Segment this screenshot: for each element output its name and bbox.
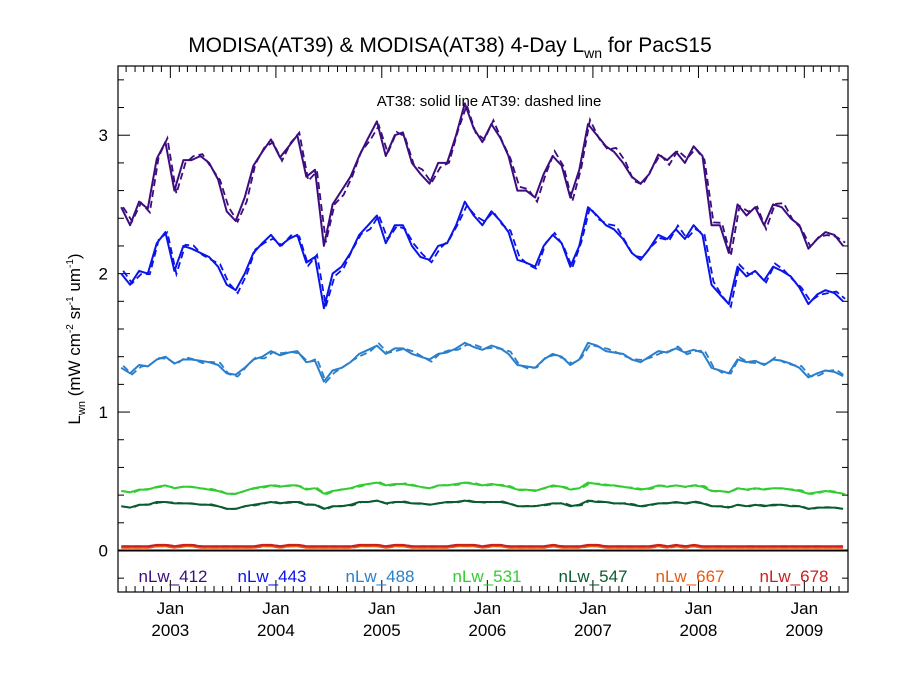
x-tick-year: 2007 [574, 621, 612, 640]
y-label-part: (mW cm [65, 333, 84, 401]
series-line-nLw_488-at38 [120, 341, 844, 383]
series-line-nLw_488-at39 [122, 342, 846, 384]
y-label-part: um [65, 268, 84, 296]
y-label-part: sr [65, 305, 84, 324]
legend-item-nLw_488: nLw_488 [345, 567, 414, 586]
title-subscript: wn [583, 45, 602, 61]
x-tick-month: Jan [685, 599, 712, 618]
x-tick-year: 2004 [257, 621, 295, 640]
series-line-nLw_678-at38 [121, 543, 844, 548]
legend-item-nLw_531: nLw_531 [452, 567, 521, 586]
y-label-part: -1 [65, 296, 76, 305]
plot-frame [117, 65, 849, 593]
legend: nLw_412 nLw_443 nLw_488 nLw_531 nLw_547 nLw_6… [138, 567, 828, 586]
legend-item-nLw_667: nLw_667 [655, 567, 724, 586]
series-line-nLw_531-at39 [122, 480, 846, 496]
y-axis-label-text: Lwn (mW cm-2 sr-1 um-1) [65, 253, 88, 424]
y-axis-label: Lwn (mW cm-2 sr-1 um-1) [65, 253, 88, 424]
legend-item-nLw_443: nLw_443 [237, 567, 306, 586]
legend-item-nLw_547: nLw_547 [558, 567, 627, 586]
y-label-part: ) [65, 253, 84, 259]
title-main: MODISA(AT39) & MODISA(AT38) 4-Day L [188, 34, 584, 57]
title-suffix: for PacS15 [602, 34, 712, 57]
series-line-nLw_412-at38 [120, 102, 844, 254]
line-style-annotation: AT38: solid line AT39: dashed line [377, 93, 602, 110]
y-tick-label: 3 [99, 126, 108, 145]
axis-ticks: 0 1 2 3 Jan 2003 Jan 2004 Jan 2005 Jan 2006 Jan 2007 J… [99, 66, 849, 640]
x-tick-year: 2005 [363, 621, 401, 640]
x-tick-month: Jan [579, 599, 606, 618]
y-label-part: wn [76, 401, 88, 416]
x-tick-year: 2003 [151, 621, 189, 640]
y-tick-label: 2 [99, 265, 108, 284]
chart-title-text: MODISA(AT39) & MODISA(AT38) 4-Day Lwn fo… [188, 34, 712, 61]
legend-item-nLw_412: nLw_412 [138, 567, 207, 586]
legend-item-nLw_678: nLw_678 [759, 567, 828, 586]
series-line-nLw_412-at39 [122, 102, 846, 257]
y-tick-label: 1 [99, 403, 108, 422]
y-label-part: -1 [65, 259, 76, 268]
series-line-nLw_667-at38 [121, 545, 844, 549]
x-tick-month: Jan [262, 599, 289, 618]
x-tick-month: Jan [791, 599, 818, 618]
series-line-nLw_547-at39 [123, 499, 846, 511]
y-tick-label: 0 [99, 541, 108, 560]
x-tick-month: Jan [157, 599, 184, 618]
x-tick-year: 2008 [680, 621, 718, 640]
y-label-part: L [65, 415, 84, 424]
y-label-part: -2 [65, 324, 76, 333]
x-tick-year: 2009 [785, 621, 823, 640]
x-tick-month: Jan [474, 599, 501, 618]
x-tick-month: Jan [368, 599, 395, 618]
x-tick-year: 2006 [468, 621, 506, 640]
series-line-nLw_443-at39 [122, 204, 846, 309]
series-lines [118, 102, 848, 552]
chart-title: MODISA(AT39) & MODISA(AT38) 4-Day Lwn fo… [188, 34, 712, 61]
